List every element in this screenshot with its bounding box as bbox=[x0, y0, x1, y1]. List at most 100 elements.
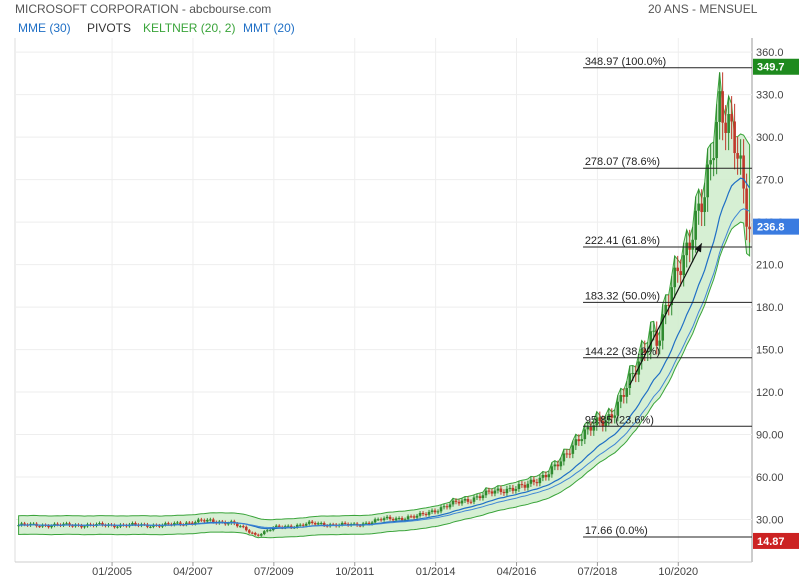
candle-body bbox=[358, 525, 362, 527]
y-tick-label: 330.0 bbox=[756, 90, 784, 102]
candle-body bbox=[676, 267, 680, 272]
keltner-band bbox=[18, 72, 751, 539]
candle-body bbox=[628, 373, 632, 389]
candle-body bbox=[47, 525, 50, 528]
candle-body bbox=[134, 523, 137, 525]
price-tag-text: 14.87 bbox=[757, 536, 785, 548]
candle-body bbox=[487, 490, 491, 492]
trend-arrow bbox=[629, 243, 703, 386]
candle-body bbox=[529, 479, 533, 484]
candle-body bbox=[448, 504, 452, 508]
y-tick-label: 180.0 bbox=[756, 302, 784, 314]
candle-body bbox=[712, 158, 715, 161]
candle-body bbox=[652, 330, 656, 332]
candle-body bbox=[262, 531, 266, 535]
candle-body bbox=[38, 526, 41, 528]
legend-mmt[interactable]: MMT (20) bbox=[243, 21, 295, 35]
candle-body bbox=[523, 484, 527, 488]
candle-body bbox=[304, 523, 308, 526]
candle-body bbox=[583, 429, 587, 440]
candle-body bbox=[206, 519, 209, 522]
candle-body bbox=[316, 523, 320, 525]
candle-body bbox=[295, 524, 299, 528]
candle-body bbox=[179, 522, 182, 525]
candle-body bbox=[430, 510, 434, 512]
legend-mme[interactable]: MME (30) bbox=[18, 21, 71, 35]
candle-body bbox=[194, 522, 197, 524]
candle-body bbox=[427, 511, 431, 515]
legend-pivots[interactable]: PIVOTS bbox=[87, 21, 132, 35]
candle-body bbox=[83, 526, 86, 528]
candle-body bbox=[167, 523, 170, 525]
candle-body bbox=[158, 525, 161, 527]
candle-body bbox=[709, 160, 712, 165]
candle-body bbox=[301, 524, 305, 526]
y-tick-label: 120.0 bbox=[756, 387, 784, 399]
candle-body bbox=[131, 523, 134, 525]
candle-body bbox=[478, 496, 482, 499]
candle-body bbox=[445, 506, 449, 508]
candle-body bbox=[298, 524, 302, 526]
candle-body bbox=[493, 490, 497, 494]
chart-period[interactable]: 20 ANS - MENSUEL bbox=[648, 2, 758, 16]
x-tick-label: 01/2014 bbox=[416, 566, 456, 578]
candle-body bbox=[319, 523, 323, 525]
candle-body bbox=[502, 491, 506, 494]
candle-body bbox=[50, 525, 53, 528]
candle-body bbox=[553, 464, 557, 467]
candle-body bbox=[748, 226, 751, 230]
candle-body bbox=[113, 524, 116, 528]
candles bbox=[17, 72, 751, 537]
candle-body bbox=[733, 121, 736, 154]
candle-body bbox=[274, 525, 278, 528]
candle-body bbox=[406, 516, 410, 520]
candle-body bbox=[565, 453, 569, 455]
candle-body bbox=[56, 523, 59, 525]
candle-body bbox=[589, 427, 593, 431]
candle-body bbox=[505, 488, 509, 494]
candle-body bbox=[598, 417, 602, 421]
y-axis: 30.0060.0090.00120.0150.0180.0210.0240.0… bbox=[756, 47, 784, 526]
candle-body bbox=[241, 526, 245, 528]
price-tag-box bbox=[753, 58, 799, 75]
fibonacci-label: 95.85 (23.6%) bbox=[585, 414, 654, 426]
price-tag-low: 14.87 bbox=[753, 532, 799, 549]
candle-body bbox=[499, 488, 503, 492]
candle-body bbox=[670, 287, 674, 306]
candle-body bbox=[200, 519, 203, 521]
candle-body bbox=[724, 122, 727, 133]
candle-body bbox=[619, 395, 623, 402]
trend-arrow-line bbox=[629, 243, 703, 386]
price-tag-last: 236.8 bbox=[753, 218, 799, 235]
candle-body bbox=[421, 513, 425, 515]
candle-body bbox=[394, 518, 398, 521]
candle-body bbox=[700, 203, 703, 213]
candle-body bbox=[484, 490, 488, 496]
fibonacci-label: 222.41 (61.8%) bbox=[585, 235, 660, 247]
candle-body bbox=[289, 525, 293, 528]
candle-body bbox=[568, 453, 572, 455]
candle-body bbox=[247, 530, 251, 533]
candle-body bbox=[520, 484, 524, 486]
candle-body bbox=[538, 477, 542, 484]
candle-body bbox=[469, 501, 473, 503]
y-tick-label: 210.0 bbox=[756, 260, 784, 272]
price-tag-high: 349.7 bbox=[753, 58, 799, 75]
candle-body bbox=[742, 155, 745, 189]
candle-body bbox=[580, 439, 584, 442]
candle-body bbox=[736, 153, 739, 159]
candle-body bbox=[649, 331, 653, 351]
legend-keltner[interactable]: KELTNER (20, 2) bbox=[143, 21, 236, 35]
candle-body bbox=[604, 420, 608, 427]
candle-body bbox=[397, 518, 401, 520]
candle-body bbox=[409, 516, 413, 518]
fibonacci-label: 348.97 (100.0%) bbox=[585, 56, 666, 68]
candle-body bbox=[595, 417, 599, 426]
candle-body bbox=[197, 519, 200, 523]
candle-body bbox=[235, 523, 239, 527]
x-tick-label: 04/2016 bbox=[497, 566, 537, 578]
x-tick-label: 10/2011 bbox=[335, 566, 374, 578]
candle-body bbox=[185, 522, 188, 525]
candle-body bbox=[286, 525, 290, 527]
